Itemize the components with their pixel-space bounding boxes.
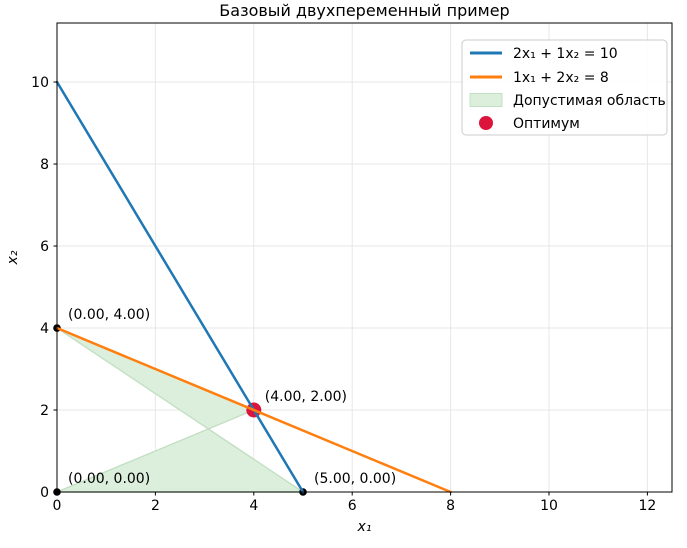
legend: 2x₁ + 1x₂ = 10 1x₁ + 2x₂ = 8 Допустимая об… bbox=[461, 39, 668, 136]
x-tick-label: 10 bbox=[540, 498, 558, 514]
legend-label: 2x₁ + 1x₂ = 10 bbox=[513, 46, 618, 62]
legend-box bbox=[461, 39, 668, 136]
x-tick-label: 12 bbox=[638, 498, 656, 514]
legend-label: Допустимая область bbox=[513, 93, 666, 109]
x-tick-label: 4 bbox=[249, 498, 258, 514]
x-tick-label: 0 bbox=[53, 498, 62, 514]
vertex-annotation: (4.00, 2.00) bbox=[265, 389, 347, 405]
y-tick-label: 6 bbox=[40, 239, 49, 255]
y-tick-label: 4 bbox=[40, 321, 49, 337]
x-axis-label: x₁ bbox=[357, 519, 372, 535]
y-tick-label: 10 bbox=[31, 75, 49, 91]
constraint-line-1 bbox=[55, 80, 305, 494]
legend-patch-swatch bbox=[469, 93, 503, 107]
vertex-annotation: (0.00, 0.00) bbox=[68, 471, 150, 487]
constraint-line-2 bbox=[55, 326, 452, 494]
x-tick-label: 8 bbox=[446, 498, 455, 514]
y-axis-label: x₂ bbox=[5, 250, 21, 265]
vertex-annotation: (0.00, 4.00) bbox=[68, 307, 150, 323]
y-tick-label: 8 bbox=[40, 157, 49, 173]
x-tick-label: 2 bbox=[151, 498, 160, 514]
legend-dot-swatch bbox=[479, 116, 493, 130]
plot-frame bbox=[56, 22, 673, 493]
legend-label: 1x₁ + 2x₂ = 8 bbox=[513, 70, 609, 86]
x-tick-label: 6 bbox=[348, 498, 357, 514]
chart-title: Базовый двухпеременный пример bbox=[219, 1, 509, 20]
vertex-annotation: (5.00, 0.00) bbox=[314, 471, 396, 487]
legend-label: Оптимум bbox=[513, 116, 580, 132]
y-tick-label: 2 bbox=[40, 403, 49, 419]
y-tick-label: 0 bbox=[40, 485, 49, 501]
